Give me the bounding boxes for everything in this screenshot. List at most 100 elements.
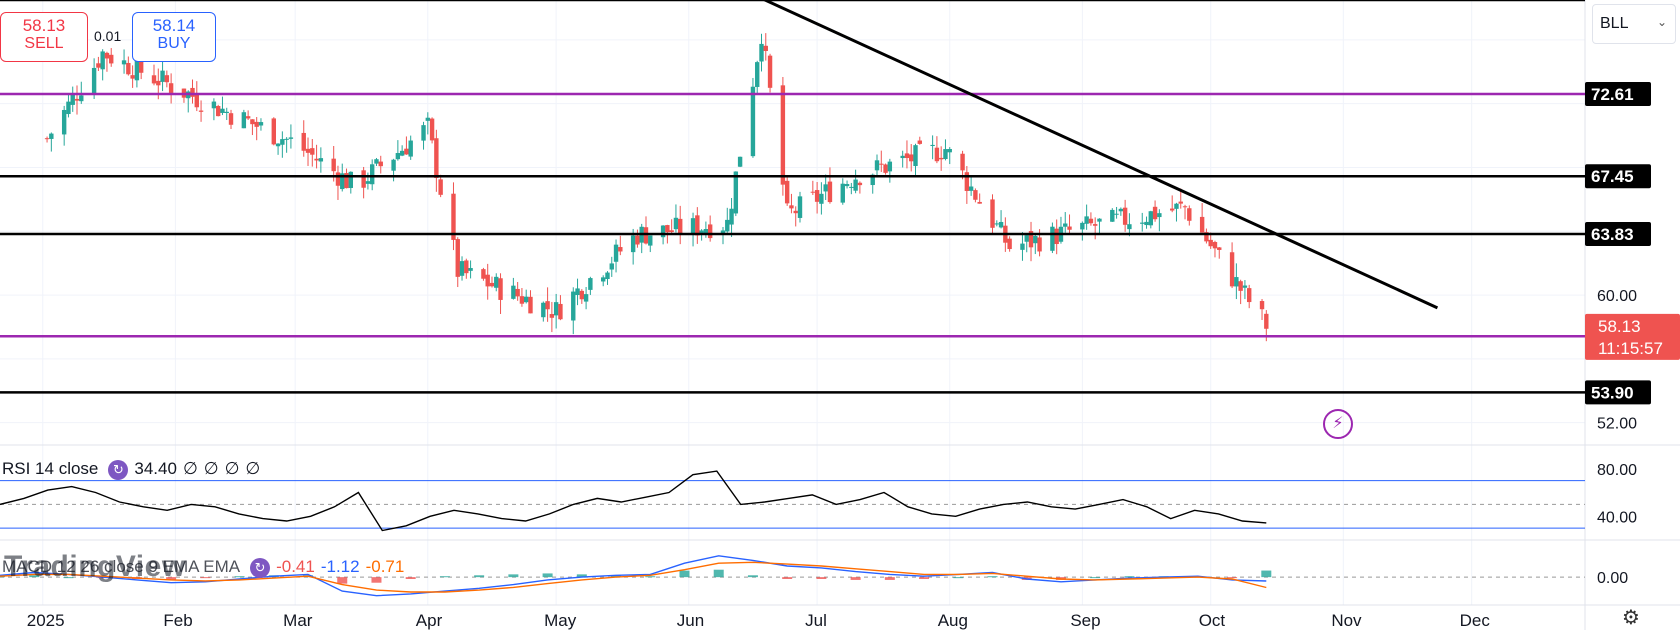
gear-icon[interactable]: ⚙ [1622,607,1640,629]
candle-body [121,60,127,65]
candle-body [1127,224,1132,230]
candle-body [395,153,401,160]
time-axis-label: Oct [1199,611,1226,630]
candle-body [583,294,589,302]
candle-body [784,180,790,204]
time-axis-label: 2025 [27,611,65,630]
candle-body [404,148,409,155]
candle-body [904,153,910,159]
candle-body [1238,281,1243,291]
candle-body [1118,208,1124,212]
candle-body [79,95,84,102]
refresh-icon[interactable]: ↻ [250,557,271,578]
candle-body [134,57,140,81]
candle-body [494,276,499,288]
candle-body [198,110,204,112]
time-axis-label: Mar [283,611,313,630]
candle-body [1152,206,1158,220]
candle-body [528,296,533,314]
macd-histogram-bar [1261,570,1272,578]
candle-body [498,278,503,300]
candle-body [151,75,157,84]
candle-body [605,272,610,280]
macd-histogram-bar [542,573,553,578]
candle-body [421,125,426,141]
macd-histogram-bar [508,574,519,578]
candle-body [374,159,379,164]
candle-body [930,144,935,147]
candle-body [399,150,405,156]
candle-body [468,268,473,271]
candle-body [250,119,255,125]
macd-legend[interactable]: MACD 12 26 close 9 EMA EMA ↻ -0.41 -1.12 -0.… [2,557,410,578]
candle-body [228,113,234,125]
candle-body [49,133,54,139]
macd-histogram-bar [371,577,382,583]
candle-body [1187,208,1192,221]
macd-histogram-bar [63,577,74,579]
candle-body [943,149,948,159]
candle-body [755,62,760,87]
candle-body [844,183,850,187]
candle-body [1088,218,1094,224]
candle-body [515,288,520,297]
macd-histogram-bar [782,577,793,579]
macd-histogram-bar [1124,576,1135,578]
candle-body [618,247,623,252]
candle-body [909,154,914,162]
candle-body [288,137,294,139]
candle-body [827,181,833,203]
current-price-label: 58.13 [1598,317,1641,336]
candle-body [643,227,649,244]
candle-body [750,86,756,157]
candle-body [310,148,315,155]
candle-body [1246,288,1252,303]
candle-body [720,230,726,234]
buy-price: 58.14 [152,16,196,35]
countdown-label: 11:15:57 [1598,339,1663,358]
macd-histogram-bar [611,575,622,578]
candle-body [964,172,970,191]
candle-body [571,291,576,321]
candle-body [1033,235,1038,244]
lightning-icon[interactable]: ⚡ [1323,409,1353,439]
candle-body [1174,203,1179,209]
candle-body [549,314,555,318]
rsi-tick-label: 40.00 [1597,509,1637,526]
candle-body [519,296,525,304]
candle-body [1242,285,1248,288]
symbol-selector[interactable]: BLL ⌄ [1592,4,1676,44]
candle-body [429,118,435,141]
candle-body [215,106,221,117]
sell-label: SELL [24,35,64,52]
candle-body [938,157,944,160]
candle-body [934,147,940,162]
chevron-down-icon: ⌄ [1656,15,1667,29]
candle-body [1157,213,1162,218]
candle-body [305,148,311,153]
candle-body [998,221,1004,228]
sell-button[interactable]: 58.13 SELL [0,12,88,62]
signal-line [0,561,1267,593]
rsi-legend[interactable]: RSI 14 close ↻ 34.40 ∅ ∅ ∅ ∅ [2,459,266,480]
macd-legend-name: MACD 12 26 close 9 EMA EMA [2,557,241,576]
refresh-icon[interactable]: ↻ [108,459,129,480]
spread-value: 0.01 [94,28,122,44]
candle-body [194,94,199,108]
candle-body [1208,239,1213,247]
buy-button[interactable]: 58.14 BUY [132,12,216,62]
candle-body [1217,247,1222,250]
rsi-legend-extra: ∅ [245,459,261,478]
candle-body [438,179,443,195]
candle-body [378,161,383,167]
candle-body [870,174,875,186]
candle-body [245,116,251,119]
candle-body [853,179,858,191]
time-axis-label: Nov [1331,611,1362,630]
candle-body [190,87,195,97]
candle-body [280,139,285,145]
candle-body [126,62,131,75]
candle-body [485,274,490,287]
candle-body [1204,232,1209,242]
candle-body [840,183,845,203]
